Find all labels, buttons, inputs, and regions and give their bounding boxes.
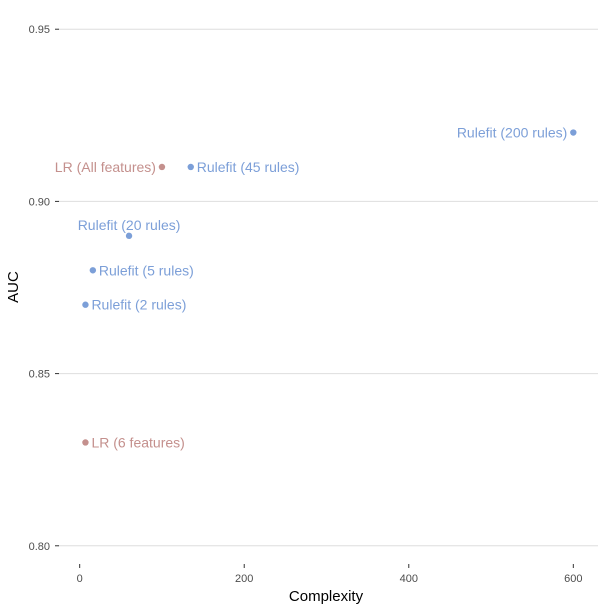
data-point [82,301,89,308]
y-tick-label: 0.80 [29,541,50,553]
x-tick-label: 200 [235,573,253,585]
x-tick-label: 600 [564,573,582,585]
data-points [82,129,577,446]
y-tick-label: 0.90 [29,196,50,208]
point-label: Rulefit (2 rules) [91,297,186,313]
x-tick-label: 0 [77,573,83,585]
x-axis-title: Complexity [289,588,364,605]
data-point [570,129,577,136]
point-label: Rulefit (20 rules) [78,217,181,233]
x-tick-label: 400 [400,573,418,585]
data-point [125,232,133,240]
data-point [187,163,194,171]
point-label: Rulefit (200 rules) [457,125,568,141]
point-labels: Rulefit (200 rules) LR (All features) Rule… [55,125,568,451]
point-label: Rulefit (45 rules) [197,159,300,175]
y-tick-label: 0.95 [29,24,50,36]
point-label: LR (6 features) [91,434,184,450]
data-point [82,439,89,446]
grid-lines [58,28,598,547]
axes: 0.80 0.85 0.90 0.95 0 200 400 600 [29,24,583,585]
y-tick-label: 0.85 [29,369,50,381]
point-label: Rulefit (5 rules) [99,262,194,278]
data-point [158,163,166,171]
point-label: LR (All features) [55,159,156,175]
data-point [89,267,97,274]
y-axis-title: AUC [5,271,22,303]
